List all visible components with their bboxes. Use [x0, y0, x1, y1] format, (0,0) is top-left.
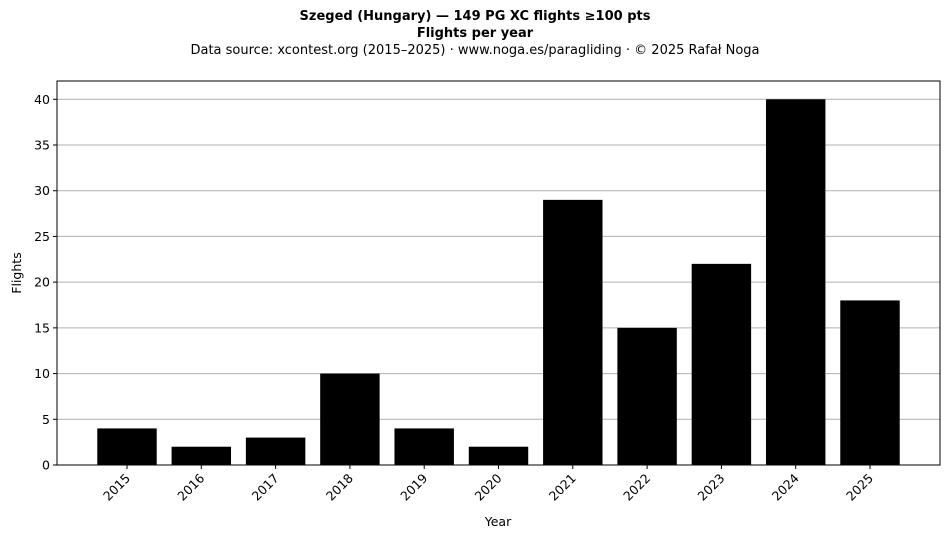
x-tick-label: 2020 — [472, 470, 505, 503]
y-axis: 0 5 10 15 20 25 30 35 40 — [34, 92, 57, 473]
chart-titles: Szeged (Hungary) — 149 PG XC flights ≥10… — [0, 8, 950, 60]
bar-2017 — [245, 437, 306, 465]
x-tick-label: 2023 — [694, 471, 727, 504]
y-tick-label: 5 — [42, 412, 50, 427]
y-tick-label: 0 — [42, 458, 50, 473]
bars — [97, 99, 900, 466]
chart-title: Szeged (Hungary) — 149 PG XC flights ≥10… — [299, 9, 651, 24]
y-tick-label: 30 — [34, 183, 50, 198]
x-axis-label: Year — [484, 514, 512, 529]
bar-2016 — [171, 446, 232, 465]
bar-2021 — [543, 199, 603, 465]
x-axis: 2015 2016 2017 2018 2019 2020 2021 2022 2023 2024… — [100, 465, 876, 504]
bar-2022 — [617, 327, 677, 465]
bar-2018 — [320, 373, 380, 465]
bar-2019 — [394, 428, 454, 465]
bar-2023 — [691, 263, 752, 465]
x-tick-label: 2022 — [620, 471, 653, 504]
x-tick-label: 2019 — [397, 470, 430, 503]
y-tick-label: 10 — [34, 366, 50, 381]
bar-2025 — [840, 300, 900, 465]
x-tick-label: 2025 — [843, 471, 876, 504]
bar-2015 — [97, 428, 157, 465]
chart-source-note: Data source: xcontest.org (2015–2025) · … — [190, 43, 760, 58]
chart-subtitle: Flights per year — [416, 26, 534, 41]
y-tick-label: 40 — [34, 92, 50, 107]
y-tick-label: 15 — [34, 320, 50, 335]
x-tick-label: 2015 — [100, 471, 133, 504]
y-tick-label: 25 — [34, 229, 50, 244]
y-axis-label: Flights — [9, 252, 24, 293]
x-tick-label: 2021 — [546, 471, 579, 504]
y-tick-label: 20 — [34, 275, 50, 290]
y-tick-label: 35 — [34, 138, 50, 153]
x-tick-label: 2016 — [174, 470, 207, 503]
x-tick-label: 2017 — [249, 471, 282, 504]
x-tick-label: 2024 — [769, 470, 802, 503]
bar-2020 — [468, 446, 529, 465]
bar-2024 — [765, 99, 826, 466]
x-tick-label: 2018 — [323, 470, 356, 503]
